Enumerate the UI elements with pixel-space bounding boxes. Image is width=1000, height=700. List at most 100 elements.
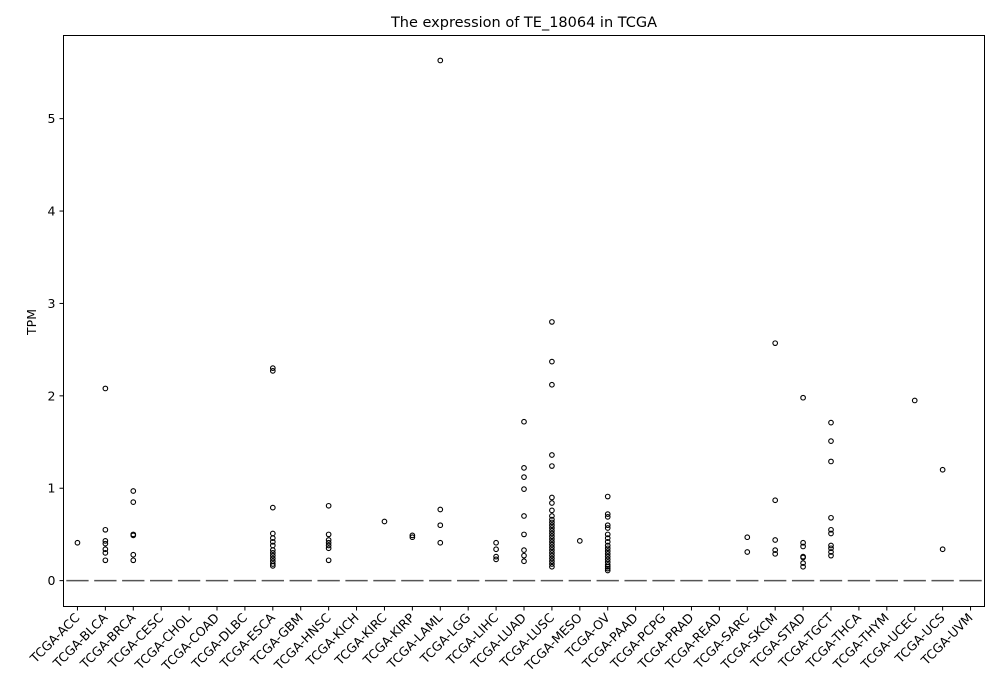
outlier-point xyxy=(102,526,109,533)
outlier-point xyxy=(549,319,555,325)
outlier-point xyxy=(939,466,946,473)
outlier-point xyxy=(549,519,555,526)
outlier-point xyxy=(604,553,611,560)
outlier-point xyxy=(325,537,332,543)
outlier-point xyxy=(549,561,555,567)
outlier-point xyxy=(549,522,555,529)
chart-title: The expression of TE_18064 in TCGA xyxy=(390,15,657,31)
outlier-point xyxy=(102,385,109,392)
outlier-point xyxy=(604,511,611,517)
outlier-point xyxy=(521,465,527,471)
outlier-point xyxy=(269,547,276,553)
outlier-point xyxy=(549,558,555,565)
outlier-point xyxy=(549,544,555,551)
outlier-point xyxy=(269,530,276,537)
outlier-point xyxy=(828,552,834,559)
outlier-point xyxy=(828,526,834,533)
outlier-point xyxy=(604,522,611,529)
outlier-point xyxy=(772,550,779,557)
outlier-point xyxy=(549,516,555,523)
outlier-point xyxy=(604,550,611,557)
outlier-point xyxy=(604,562,611,568)
outlier-point xyxy=(939,546,946,553)
outlier-point xyxy=(604,535,611,541)
outlier-point xyxy=(828,438,834,444)
outlier-point xyxy=(130,499,137,505)
outlier-point xyxy=(549,507,555,514)
outlier-point xyxy=(772,537,779,543)
outlier-point xyxy=(521,552,527,559)
outlier-point xyxy=(437,522,444,529)
outlier-point xyxy=(130,488,137,494)
outlier-point xyxy=(549,452,555,458)
outlier-point xyxy=(549,513,555,519)
outlier-point xyxy=(604,567,611,574)
outlier-point xyxy=(381,518,388,525)
y-tick-label: 2 xyxy=(48,388,56,403)
outlier-point xyxy=(325,539,332,546)
outlier-point xyxy=(269,368,276,374)
outlier-point xyxy=(493,546,499,553)
outlier-point xyxy=(521,513,527,519)
outlier-point xyxy=(800,563,806,570)
outlier-point xyxy=(269,555,276,562)
outlier-point xyxy=(102,557,109,564)
outlier-point xyxy=(772,497,779,504)
plot-frame xyxy=(63,35,985,607)
outlier-point xyxy=(549,494,555,501)
outlier-point xyxy=(521,547,527,553)
outlier-point xyxy=(521,418,527,425)
outlier-point xyxy=(74,539,81,546)
plot-marks: 012345TCGA-ACCTCGA-BLCATCGA-BRCATCGA-CES… xyxy=(26,57,982,674)
outlier-point xyxy=(604,514,611,520)
outlier-point xyxy=(437,539,444,546)
outlier-point xyxy=(828,545,834,552)
outlier-point xyxy=(604,538,611,545)
outlier-point xyxy=(409,534,416,541)
outlier-point xyxy=(549,563,555,570)
outlier-point xyxy=(604,565,611,572)
outlier-point xyxy=(549,463,555,469)
outlier-point xyxy=(102,540,109,547)
outlier-point xyxy=(130,551,137,558)
outlier-point xyxy=(604,563,611,570)
outlier-point xyxy=(604,548,611,554)
y-tick-label: 1 xyxy=(48,481,56,496)
outlier-point xyxy=(269,561,276,567)
outlier-point xyxy=(130,532,137,539)
outlier-point xyxy=(744,549,751,555)
outlier-point xyxy=(102,538,109,544)
outlier-point xyxy=(325,557,332,564)
outlier-point xyxy=(828,530,834,537)
y-tick-label: 0 xyxy=(48,573,56,588)
outlier-point xyxy=(800,543,806,550)
outlier-point xyxy=(828,458,834,465)
outlier-point xyxy=(604,525,611,531)
outlier-point xyxy=(549,552,555,559)
outlier-point xyxy=(325,531,332,538)
outlier-point xyxy=(549,527,555,534)
outlier-point xyxy=(269,562,276,569)
outlier-point xyxy=(549,555,555,562)
outlier-point xyxy=(549,533,555,540)
outlier-point xyxy=(828,514,834,521)
outlier-point xyxy=(409,532,416,539)
outlier-point xyxy=(911,397,918,404)
outlier-point xyxy=(521,531,527,538)
outlier-point xyxy=(772,340,779,347)
outlier-point xyxy=(437,57,444,64)
outlier-point xyxy=(800,394,806,401)
y-tick-label: 4 xyxy=(48,204,56,219)
outlier-point xyxy=(437,506,444,513)
outlier-point xyxy=(269,552,276,559)
outlier-point xyxy=(549,538,555,545)
outlier-point xyxy=(828,419,834,426)
outlier-point xyxy=(828,542,834,549)
outlier-point xyxy=(521,558,527,565)
outlier-point xyxy=(269,365,276,371)
outlier-point xyxy=(269,535,276,541)
outlier-point xyxy=(549,530,555,537)
outlier-point xyxy=(772,547,779,553)
outlier-point xyxy=(800,560,806,566)
